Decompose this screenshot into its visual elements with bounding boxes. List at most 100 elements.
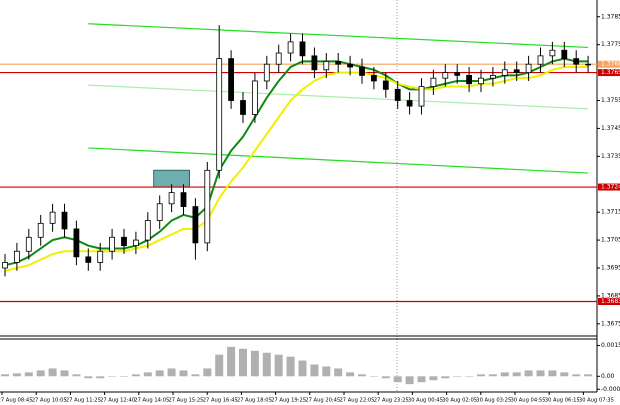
macd-bar (369, 376, 378, 377)
candle-body (109, 236, 115, 252)
candle-body (478, 77, 484, 85)
candle-body (240, 100, 246, 115)
macd-bar (346, 372, 355, 377)
macd-bar (179, 370, 188, 377)
macd-bar (584, 374, 593, 377)
macd-bar (131, 374, 140, 377)
candle-body (25, 236, 32, 252)
x-tick-label: 30 Aug 06:15 (545, 398, 580, 404)
y-tick-label: 1.3715 (601, 209, 620, 216)
level-tag (598, 298, 620, 305)
candle-body (73, 228, 80, 258)
macd-bar (96, 376, 105, 379)
macd-bar (84, 376, 93, 379)
macd-bar (167, 368, 176, 377)
level-tag (598, 183, 620, 191)
macd-bar (393, 376, 402, 383)
candle-body (573, 58, 580, 65)
candle-body (275, 52, 282, 65)
x-tick-label: 27 Aug 22:05 (340, 398, 375, 404)
macd-bar (488, 374, 497, 377)
y-tick-label: 1.3775 (601, 41, 620, 48)
candle-body (216, 58, 223, 171)
level-label: 1.3765 (601, 69, 620, 76)
macd-bar (274, 354, 283, 377)
x-tick-label: 27 Aug 20:45 (305, 398, 340, 404)
macd-bar (1, 374, 9, 377)
x-tick-label: 27 Aug 08:45 (0, 398, 32, 404)
candle-body (537, 55, 544, 65)
level-label: 1.3724 (601, 184, 620, 191)
candle-body (144, 220, 151, 241)
x-tick-label: 27 Aug 10:05 (32, 398, 67, 404)
macd-bar (143, 372, 152, 377)
candle-body (394, 88, 401, 101)
x-tick-label: 27 Aug 16:45 (203, 398, 238, 404)
candle-body (406, 100, 413, 107)
candle-body (49, 211, 56, 224)
candle-body (513, 69, 520, 73)
candle-body (192, 206, 199, 244)
trend-line (88, 84, 589, 110)
y-tick-label: 1.3745 (601, 125, 620, 132)
macd-bar (12, 373, 21, 377)
y-tick-label: 1.3705 (601, 237, 620, 244)
x-tick-label: 27 Aug 19:25 (271, 398, 306, 404)
y-tick-label: 1.3755 (601, 97, 620, 104)
macd-bar (155, 370, 164, 377)
candle-body (561, 49, 568, 60)
macd-bar (60, 370, 69, 377)
macd-bar (572, 374, 581, 377)
macd-bar (250, 350, 259, 377)
candle-body (442, 72, 449, 79)
y-tick-label: 0.00 (601, 373, 615, 380)
candle-body (156, 203, 163, 221)
candle-body (204, 169, 211, 244)
macd-bar (239, 348, 247, 377)
candle-body (382, 80, 389, 90)
macd-bar (72, 374, 81, 377)
candle-body (370, 74, 377, 82)
macd-bar (453, 376, 462, 377)
y-tick-label: 1.3685 (601, 292, 620, 299)
x-tick-label: 27 Aug 18:05 (237, 398, 272, 404)
macd-bar (36, 370, 45, 377)
macd-bar (215, 354, 224, 377)
y-tick-label: 1.3735 (601, 153, 620, 160)
macd-bar (298, 360, 307, 377)
macd-bar (381, 376, 390, 379)
y-tick-label: 1.3785 (601, 13, 620, 20)
macd-bar (227, 346, 236, 377)
candle-body (466, 74, 473, 85)
candle-body (85, 256, 92, 263)
x-tick-label: 27 Aug 11:25 (66, 398, 101, 404)
macd-bar (417, 376, 426, 383)
candle-body (525, 63, 532, 73)
macd-bar (203, 368, 212, 377)
macd-bar (262, 352, 271, 377)
x-tick-label: 27 Aug 23:25 (374, 398, 409, 404)
macd-bar (48, 368, 57, 377)
level-label: 1.3683 (601, 298, 620, 305)
x-tick-label: 30 Aug 00:45 (408, 398, 443, 404)
candle-body (37, 222, 44, 238)
candle-body (97, 250, 104, 263)
macd-bar (500, 372, 509, 377)
level-label: 1.3768 (601, 61, 620, 68)
x-tick-label: 30 Aug 07:35 (579, 398, 614, 404)
macd-bar (477, 374, 485, 377)
candle-body (549, 49, 556, 57)
macd-bar (191, 374, 200, 377)
trend-line (88, 147, 589, 174)
candle-body (132, 239, 139, 247)
macd-bar (524, 370, 533, 377)
macd-bar (334, 368, 343, 377)
candle-body (299, 41, 306, 57)
macd-bar (24, 372, 33, 377)
candle-body (323, 61, 330, 71)
macd-bar (465, 376, 474, 377)
y-tick-label: 1.3675 (601, 320, 620, 327)
y-tick-label: 0.00157 (601, 342, 620, 349)
macd-bar (560, 372, 569, 377)
